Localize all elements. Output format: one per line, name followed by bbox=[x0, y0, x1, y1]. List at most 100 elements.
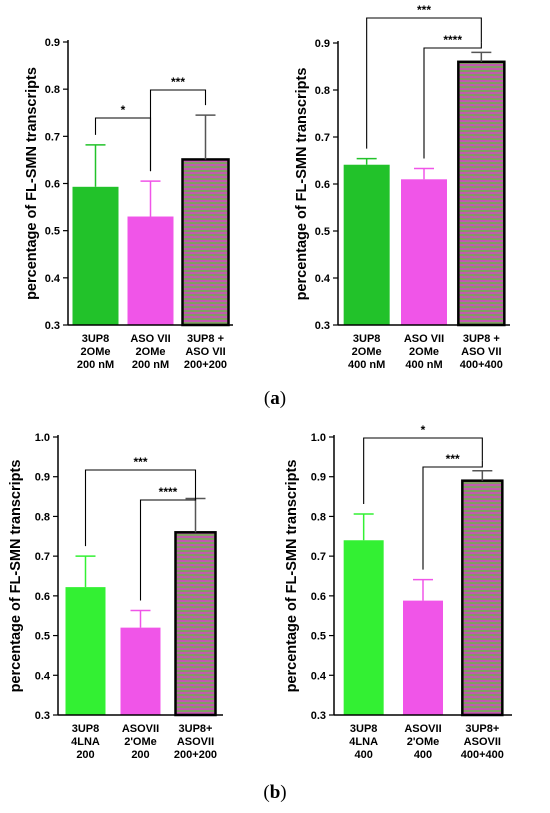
bar bbox=[127, 216, 174, 325]
x-tick-label-line: 3UP8 bbox=[353, 333, 381, 345]
bar bbox=[457, 60, 506, 327]
y-axis-label: percentage of FL-SMN transcripts bbox=[8, 460, 24, 693]
x-tick-label-line: 2'OMe bbox=[124, 736, 157, 748]
y-tick-label: 0.7 bbox=[35, 551, 50, 563]
bar bbox=[343, 164, 390, 325]
x-tick-label-line: 4LNA bbox=[71, 736, 100, 748]
x-tick-label: 3UP8 + ASO VII 200+200 bbox=[184, 333, 227, 371]
y-tick-label: 0.6 bbox=[315, 179, 330, 191]
x-tick-label-line: ASOVII bbox=[177, 736, 214, 748]
bar bbox=[181, 158, 230, 327]
y-tick-label: 0.4 bbox=[35, 670, 51, 682]
significance-label: *** bbox=[133, 455, 147, 469]
x-tick-label-line: 200+200 bbox=[184, 359, 227, 371]
significance-label: *** bbox=[446, 452, 460, 466]
significance-bracket bbox=[366, 17, 482, 149]
x-tick-label-line: 400 nM bbox=[405, 359, 442, 371]
x-tick-label-line: ASO VII bbox=[130, 333, 170, 345]
significance-label: **** bbox=[159, 485, 178, 499]
y-axis-label: percentage of FL-SMN transcripts bbox=[284, 460, 300, 693]
x-tick-label-line: 400 nM bbox=[348, 359, 385, 371]
significance-bracket bbox=[84, 469, 197, 547]
x-tick-label-line: 200 nM bbox=[132, 359, 169, 371]
x-tick-label-line: 200+200 bbox=[174, 749, 217, 761]
x-tick-label-line: ASO VII bbox=[404, 333, 444, 345]
y-tick-label: 0.8 bbox=[315, 85, 330, 97]
x-tick-label: ASOVII 2'OMe 400 bbox=[404, 723, 441, 761]
bar bbox=[174, 531, 217, 717]
significance-bracket bbox=[149, 89, 207, 172]
x-tick-label: ASO VII 2OMe 200 nM bbox=[130, 333, 170, 371]
y-tick-label: 0.4 bbox=[311, 670, 327, 682]
x-tick-label-line: 400 bbox=[414, 749, 432, 761]
y-tick-label: 0.6 bbox=[35, 591, 50, 603]
x-tick-label-line: ASOVII bbox=[404, 723, 441, 735]
y-tick-label: 0.8 bbox=[45, 84, 60, 96]
x-tick-label-line: 2'OMe bbox=[407, 736, 440, 748]
y-tick-label: 0.4 bbox=[315, 273, 331, 285]
y-tick-label: 0.3 bbox=[315, 320, 330, 332]
y-axis-label: percentage of FL-SMN transcripts bbox=[24, 67, 40, 300]
y-tick-label: 0.5 bbox=[45, 226, 60, 238]
significance-label: * bbox=[421, 423, 426, 437]
x-tick-label-line: 400 bbox=[354, 749, 372, 761]
y-tick-label: 0.7 bbox=[45, 131, 60, 143]
x-tick-label-line: 3UP8+ bbox=[465, 723, 499, 735]
y-tick-label: 0.5 bbox=[315, 226, 330, 238]
x-tick-label-line: 200 bbox=[76, 749, 94, 761]
x-tick-label-line: 400+400 bbox=[460, 359, 503, 371]
y-tick-label: 0.5 bbox=[35, 631, 50, 643]
x-tick-label: 3UP8 2OMe 400 nM bbox=[348, 333, 385, 371]
x-tick-label: 3UP8+ ASOVII 200+200 bbox=[174, 723, 217, 761]
y-tick-label: 0.5 bbox=[311, 631, 326, 643]
significance-bracket bbox=[423, 42, 482, 159]
x-tick-label-line: 3UP8+ bbox=[179, 723, 213, 735]
bar bbox=[461, 479, 504, 717]
x-tick-label-line: ASOVII bbox=[464, 736, 501, 748]
x-tick-label-line: 3UP8 bbox=[82, 333, 110, 345]
y-tick-label: 0.3 bbox=[311, 710, 326, 722]
x-tick-label: 3UP8+ ASOVII 400+400 bbox=[461, 723, 504, 761]
x-tick-label: 3UP8 4LNA 400 bbox=[349, 723, 378, 761]
x-tick-label-line: 200 bbox=[131, 749, 149, 761]
y-tick-label: 0.3 bbox=[35, 710, 50, 722]
y-tick-label: 1.0 bbox=[311, 432, 326, 444]
y-tick-label: 0.9 bbox=[35, 472, 50, 484]
significance-label: *** bbox=[417, 3, 431, 17]
significance-bracket bbox=[139, 488, 197, 601]
significance-label: * bbox=[121, 103, 126, 117]
x-tick-label-line: 400+400 bbox=[461, 749, 504, 761]
x-tick-label-line: 2OMe bbox=[136, 346, 166, 358]
x-tick-label-line: ASO VII bbox=[461, 346, 501, 358]
bar bbox=[120, 627, 161, 715]
significance-label: *** bbox=[171, 75, 185, 89]
y-tick-label: 0.7 bbox=[311, 551, 326, 563]
y-tick-label: 0.6 bbox=[311, 591, 326, 603]
bar bbox=[403, 600, 443, 715]
significance-label: **** bbox=[443, 33, 462, 47]
y-axis-label: percentage of FL-SMN transcripts bbox=[294, 68, 310, 301]
bar bbox=[401, 179, 447, 325]
x-tick-label-line: 200 nM bbox=[77, 359, 114, 371]
bar bbox=[65, 587, 106, 715]
panel-label-a: (a) bbox=[263, 388, 287, 409]
y-tick-label: 1.0 bbox=[35, 432, 50, 444]
x-tick-label-line: ASOVII bbox=[122, 723, 159, 735]
bar bbox=[343, 540, 384, 715]
x-tick-label: 3UP8 4LNA 200 bbox=[71, 723, 100, 761]
significance-bracket bbox=[422, 460, 483, 570]
x-tick-label-line: 4LNA bbox=[349, 736, 378, 748]
x-tick-label: ASO VII 2OMe 400 nM bbox=[404, 333, 444, 371]
x-tick-label: 3UP8 2OMe 200 nM bbox=[77, 333, 114, 371]
x-tick-label-line: 3UP8 bbox=[72, 723, 100, 735]
y-tick-label: 0.3 bbox=[45, 320, 60, 332]
bar bbox=[72, 186, 119, 325]
significance-bracket bbox=[363, 437, 483, 505]
panel-label-b: (b) bbox=[263, 782, 287, 803]
x-tick-label-line: ASO VII bbox=[185, 346, 225, 358]
x-tick-label-line: 3UP8 + bbox=[187, 333, 224, 345]
